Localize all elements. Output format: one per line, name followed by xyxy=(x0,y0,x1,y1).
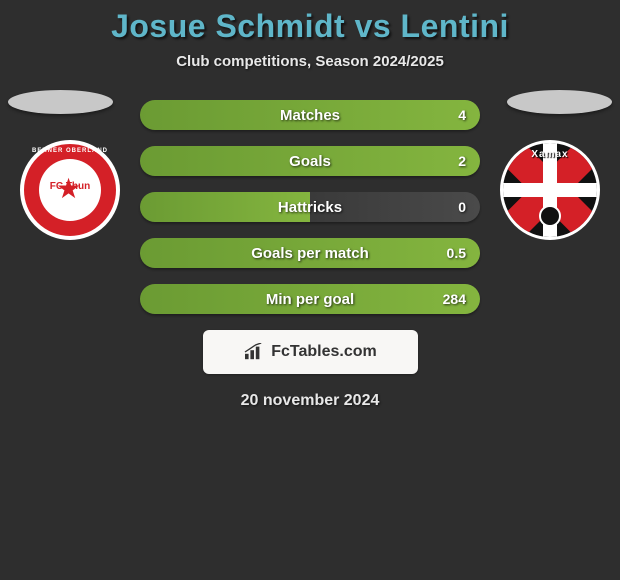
stat-row: Goals per match 0.5 xyxy=(140,238,480,268)
xamax-badge-icon: Xamax xyxy=(500,140,600,240)
club-badge-right: Xamax xyxy=(500,140,600,240)
fc-thun-badge-icon: BERNER OBERLAND FC Thun xyxy=(20,140,120,240)
stat-row: Matches 4 xyxy=(140,100,480,130)
stat-label: Hattricks xyxy=(278,199,342,216)
stat-label: Min per goal xyxy=(266,291,354,308)
stat-row: Hattricks 0 xyxy=(140,192,480,222)
stat-label: Matches xyxy=(280,107,340,124)
stat-value: 0.5 xyxy=(447,245,466,261)
stat-value: 2 xyxy=(458,153,466,169)
stat-label: Goals xyxy=(289,153,331,170)
stat-value: 284 xyxy=(443,291,466,307)
badge-club-name: Xamax xyxy=(503,149,597,160)
subtitle: Club competitions, Season 2024/2025 xyxy=(0,53,620,70)
badge-club-name: FC Thun xyxy=(24,181,116,192)
attribution-badge: FcTables.com xyxy=(203,330,418,374)
stat-row: Min per goal 284 xyxy=(140,284,480,314)
stat-bars: Matches 4 Goals 2 Hattricks 0 Goals per match 0… xyxy=(140,100,480,314)
date-text: 20 november 2024 xyxy=(0,392,620,410)
bar-chart-icon xyxy=(243,343,265,361)
page-title: Josue Schmidt vs Lentini xyxy=(0,8,620,45)
club-badge-left: BERNER OBERLAND FC Thun xyxy=(20,140,120,240)
player-left-avatar xyxy=(8,90,113,114)
stat-row: Goals 2 xyxy=(140,146,480,176)
main-area: BERNER OBERLAND FC Thun Xamax Matches 4 Go… xyxy=(0,100,620,410)
stat-value: 4 xyxy=(458,107,466,123)
attribution-text: FcTables.com xyxy=(271,343,377,361)
ball-icon xyxy=(539,205,561,227)
comparison-card: Josue Schmidt vs Lentini Club competitio… xyxy=(0,0,620,410)
badge-ribbon-text: BERNER OBERLAND xyxy=(24,148,116,154)
avatar-placeholder-icon xyxy=(8,90,113,114)
stat-value: 0 xyxy=(458,199,466,215)
avatar-placeholder-icon xyxy=(507,90,612,114)
stat-label: Goals per match xyxy=(251,245,369,262)
player-right-avatar xyxy=(507,90,612,114)
